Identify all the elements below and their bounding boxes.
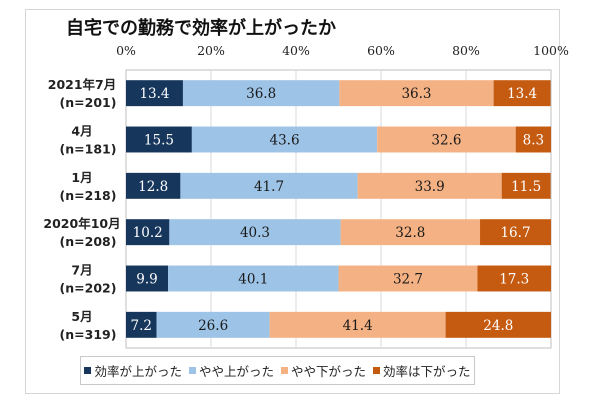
data-label: 32.8 xyxy=(395,225,425,241)
bar-segment xyxy=(480,219,551,246)
chart-legend: 効率が上がった やや上がった やや下がった 効率は下がった xyxy=(80,356,475,385)
x-tick-label: 20% xyxy=(197,43,225,58)
plot-area xyxy=(125,69,552,349)
data-label: 40.3 xyxy=(240,225,270,241)
x-tick-label: 60% xyxy=(367,43,395,58)
legend-swatch xyxy=(372,367,380,374)
category-label: 7月 xyxy=(71,263,92,278)
chart-title: 自宅での勤務で効率が上がったか xyxy=(66,18,336,39)
data-label: 12.8 xyxy=(138,179,168,195)
category-label: 2021年7月 xyxy=(48,77,117,92)
legend-item: やや下がった xyxy=(280,361,366,380)
data-label: 32.7 xyxy=(393,272,423,288)
bar-segment xyxy=(493,80,551,107)
data-label: 36.8 xyxy=(246,86,276,102)
data-label: 24.8 xyxy=(483,318,513,334)
data-label: 10.2 xyxy=(133,225,163,241)
category-sublabel: (n=202) xyxy=(60,281,117,296)
bar-segment xyxy=(126,219,170,246)
bar-segment xyxy=(445,311,551,338)
data-label: 40.1 xyxy=(238,272,268,288)
x-tick-label: 100% xyxy=(533,43,569,58)
category-sublabel: (n=208) xyxy=(60,234,117,249)
legend-label: やや上がった xyxy=(198,364,274,379)
data-label: 33.9 xyxy=(415,179,445,195)
bar-segment xyxy=(339,80,494,107)
legend-swatch xyxy=(280,367,288,374)
bar-segment xyxy=(269,311,446,338)
bar-segment xyxy=(501,172,551,199)
data-label: 8.3 xyxy=(523,133,544,149)
category-label: 2020年10月 xyxy=(43,216,120,231)
bar-segment xyxy=(191,126,378,153)
bar-segment xyxy=(515,126,551,153)
data-label: 9.9 xyxy=(136,272,157,288)
data-label: 17.3 xyxy=(499,272,529,288)
x-tick-label: 40% xyxy=(282,43,310,58)
data-label: 26.6 xyxy=(198,318,228,334)
bar-segment xyxy=(338,265,478,292)
data-label: 16.7 xyxy=(500,225,530,241)
legend-item: 効率が上がった xyxy=(84,361,182,380)
bar-segment xyxy=(126,172,181,199)
legend-label: 効率は下がった xyxy=(382,364,471,379)
bar-segment xyxy=(126,265,169,292)
data-label: 13.4 xyxy=(139,86,169,102)
data-label: 43.6 xyxy=(269,133,299,149)
legend-item: やや上がった xyxy=(188,361,274,380)
data-label: 41.4 xyxy=(343,318,373,334)
data-label: 41.7 xyxy=(254,179,284,195)
bar-segment xyxy=(340,219,481,246)
bar-segment xyxy=(169,219,341,246)
category-label: 4月 xyxy=(71,124,92,139)
bar-segment xyxy=(156,311,270,338)
data-label: 11.5 xyxy=(511,179,541,195)
category-sublabel: (n=201) xyxy=(60,95,117,110)
category-label: 1月 xyxy=(71,170,92,185)
x-tick-label: 80% xyxy=(452,43,480,58)
legend-swatch xyxy=(188,367,196,374)
data-label: 15.5 xyxy=(144,133,174,149)
data-label: 7.2 xyxy=(131,318,152,334)
legend-label: 効率が上がった xyxy=(94,364,182,379)
bar-segment xyxy=(126,80,183,107)
bar-segment xyxy=(182,80,340,107)
x-tick-label: 0% xyxy=(116,43,136,58)
legend-label: やや下がった xyxy=(290,364,366,379)
data-label: 13.4 xyxy=(507,86,537,102)
legend-swatch xyxy=(84,367,92,374)
bar-segment xyxy=(126,126,192,153)
category-sublabel: (n=319) xyxy=(60,327,117,342)
category-sublabel: (n=181) xyxy=(60,142,117,157)
legend-item: 効率は下がった xyxy=(372,361,471,380)
bar-segment xyxy=(126,311,157,338)
data-label: 36.3 xyxy=(401,86,431,102)
category-sublabel: (n=218) xyxy=(60,188,117,203)
bar-segment xyxy=(477,265,551,292)
category-label: 5月 xyxy=(71,309,92,324)
data-label: 32.6 xyxy=(431,133,461,149)
bar-segment xyxy=(180,172,358,199)
bar-segment xyxy=(168,265,339,292)
bar-segment xyxy=(377,126,516,153)
bar-segment xyxy=(357,172,502,199)
